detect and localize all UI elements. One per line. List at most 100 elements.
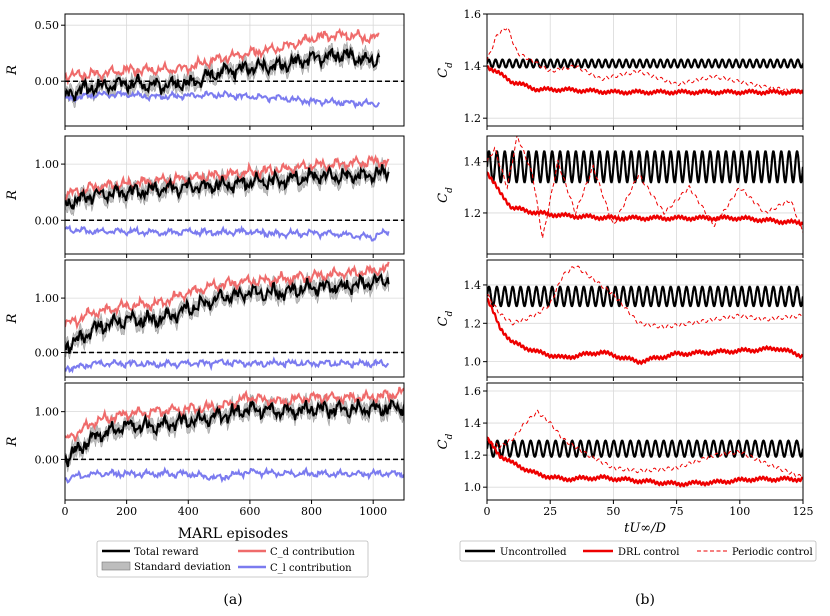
a4-xtick-label-3: 600 (239, 505, 260, 518)
b1-plot (487, 27, 803, 97)
b2-line-uncontrolled (487, 150, 803, 184)
legend-cl-label: C_l contribution (270, 563, 352, 574)
b4-xtick-label-1: 25 (543, 505, 557, 518)
a3-ytick-label-1: 1.00 (35, 292, 60, 305)
a1-plot (65, 27, 404, 110)
legend-drl-label: DRL control (618, 547, 679, 558)
a4-xtick-label-4: 800 (301, 505, 322, 518)
b2-frame (486, 135, 804, 255)
b4-plot (487, 409, 803, 488)
a2-ytick-label-1: 1.00 (35, 158, 60, 171)
panel-b2: 1.2 1.4 Cd (436, 135, 804, 258)
legend-uncontrolled-label: Uncontrolled (500, 547, 567, 558)
a4-frame (64, 382, 405, 501)
legend-a-frame (96, 540, 369, 578)
b4-xtick-label-0: 0 (484, 505, 491, 518)
panel-b1: 1.2 1.4 1.6 Cd (436, 8, 804, 130)
b4-ytick-label-0: 1.0 (464, 481, 482, 494)
b2-plot (487, 136, 803, 239)
panel-b3: 1.0 1.2 1.4 Cd (436, 259, 804, 381)
b2-ylabel-sub: d (445, 187, 455, 193)
a4-xtick-label-2: 400 (178, 505, 199, 518)
a1-line-cl (65, 89, 381, 110)
a2-plot (65, 153, 404, 242)
legend-total-label: Total reward (134, 547, 199, 558)
b4-ylabel-sub: d (445, 433, 455, 439)
a4-ylabel: R (5, 436, 20, 447)
a3-ytick-label-0: 0.00 (35, 347, 60, 360)
b1-ytick-label-2: 1.6 (464, 8, 482, 21)
a2-frame (64, 135, 405, 255)
a3-line-cl (65, 356, 390, 374)
a4-xtick-label-1: 200 (116, 505, 137, 518)
b2-line-drl (487, 171, 803, 227)
b2-ylabel: Cd (436, 187, 455, 203)
a1-ylabel: R (5, 65, 20, 76)
a2-ytick-label-0: 0.00 (35, 214, 60, 227)
b4-ylabel: Cd (436, 433, 455, 449)
a2-line-cl (65, 224, 390, 242)
b1-line-periodic (487, 27, 803, 95)
a1-std-band (65, 41, 380, 109)
b4-ytick-label-2: 1.4 (464, 417, 482, 430)
panel-b4: 0 25 50 75 100 125 1.0 1.2 1.4 1.6 Cd (436, 382, 814, 518)
caption-a: (a) (223, 592, 242, 608)
b3-line-drl (487, 297, 803, 366)
b3-ylabel-sub: d (445, 310, 455, 316)
b3-frame (486, 259, 804, 378)
a1-ytick-label-1: 0.50 (35, 19, 60, 32)
xlabel-time: tU∞/D (624, 521, 666, 536)
b1-line-drl (487, 65, 803, 97)
b1-ylabel-sub: d (445, 62, 455, 68)
b4-xtick-label-5: 125 (793, 505, 814, 518)
b3-ytick-label-1: 1.2 (464, 317, 482, 330)
a4-plot (65, 386, 404, 484)
a3-line-total (65, 272, 390, 354)
b4-xtick-label-4: 100 (729, 505, 750, 518)
b4-xtick-label-2: 50 (606, 505, 620, 518)
a4-xtick-label-0: 0 (62, 505, 69, 518)
xlabel-marl: MARL episodes (178, 526, 289, 542)
legend-std-swatch (101, 561, 131, 571)
b3-ytick-label-0: 1.0 (464, 356, 482, 369)
a4-line-cd (65, 386, 404, 442)
legend-b-frame (459, 540, 817, 562)
caption-b: (b) (635, 592, 655, 608)
a4-line-total (65, 398, 404, 468)
b1-ytick-label-0: 1.2 (464, 112, 482, 125)
b2-ytick-label-1: 1.2 (464, 207, 482, 220)
panel-a3: 0.00 1.00 R (5, 259, 405, 381)
b4-xtick-label-3: 75 (670, 505, 684, 518)
b4-frame (486, 382, 804, 501)
legend-a: Total reward Standard deviation C_d cont… (96, 540, 369, 578)
b1-ytick-label-1: 1.4 (464, 60, 482, 73)
a4-xtick-label-5: 1000 (359, 505, 387, 518)
a1-line-total (65, 46, 381, 102)
legend-b: Uncontrolled DRL control Periodic contro… (459, 540, 817, 562)
b4-line-periodic (487, 409, 803, 480)
a3-ylabel: R (5, 313, 20, 324)
a1-ytick-label-0: 0.00 (35, 75, 60, 88)
b4-ytick-label-3: 1.6 (464, 385, 482, 398)
a2-line-total (65, 164, 390, 210)
panel-a1: 0.00 0.50 R (5, 13, 405, 130)
a2-ylabel: R (5, 190, 20, 201)
legend-std-label: Standard deviation (134, 562, 231, 573)
a3-line-cd (65, 261, 390, 331)
b3-plot (487, 265, 803, 366)
b3-ylabel: Cd (436, 310, 455, 326)
a4-line-cl (65, 466, 404, 484)
a3-plot (65, 261, 404, 374)
b2-line-periodic (487, 136, 803, 239)
b3-line-uncontrolled (487, 285, 803, 308)
a4-ytick-label-1: 1.00 (35, 406, 60, 419)
panel-a2: 0.00 1.00 R (5, 135, 405, 258)
b3-ytick-label-2: 1.4 (464, 279, 482, 292)
b1-frame (486, 13, 804, 127)
b4-line-uncontrolled (487, 439, 803, 458)
b4-line-drl (487, 436, 803, 488)
legend-periodic-label: Periodic control (732, 547, 813, 558)
a1-frame (64, 13, 405, 127)
legend-cd-label: C_d contribution (270, 547, 355, 558)
